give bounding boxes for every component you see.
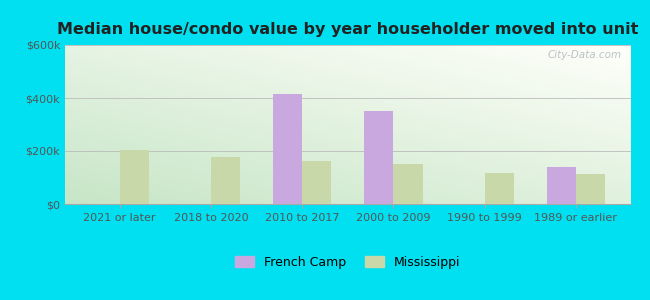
Bar	[302, 161, 332, 204]
Bar	[211, 157, 240, 204]
Bar	[273, 94, 302, 204]
Bar	[576, 174, 605, 204]
Bar	[547, 167, 576, 204]
Bar	[120, 150, 149, 204]
Bar	[393, 164, 422, 204]
Bar	[484, 173, 514, 204]
Title: Median house/condo value by year householder moved into unit: Median house/condo value by year househo…	[57, 22, 638, 37]
Bar	[364, 111, 393, 204]
Legend: French Camp, Mississippi: French Camp, Mississippi	[230, 251, 465, 274]
Text: City-Data.com: City-Data.com	[548, 50, 622, 60]
